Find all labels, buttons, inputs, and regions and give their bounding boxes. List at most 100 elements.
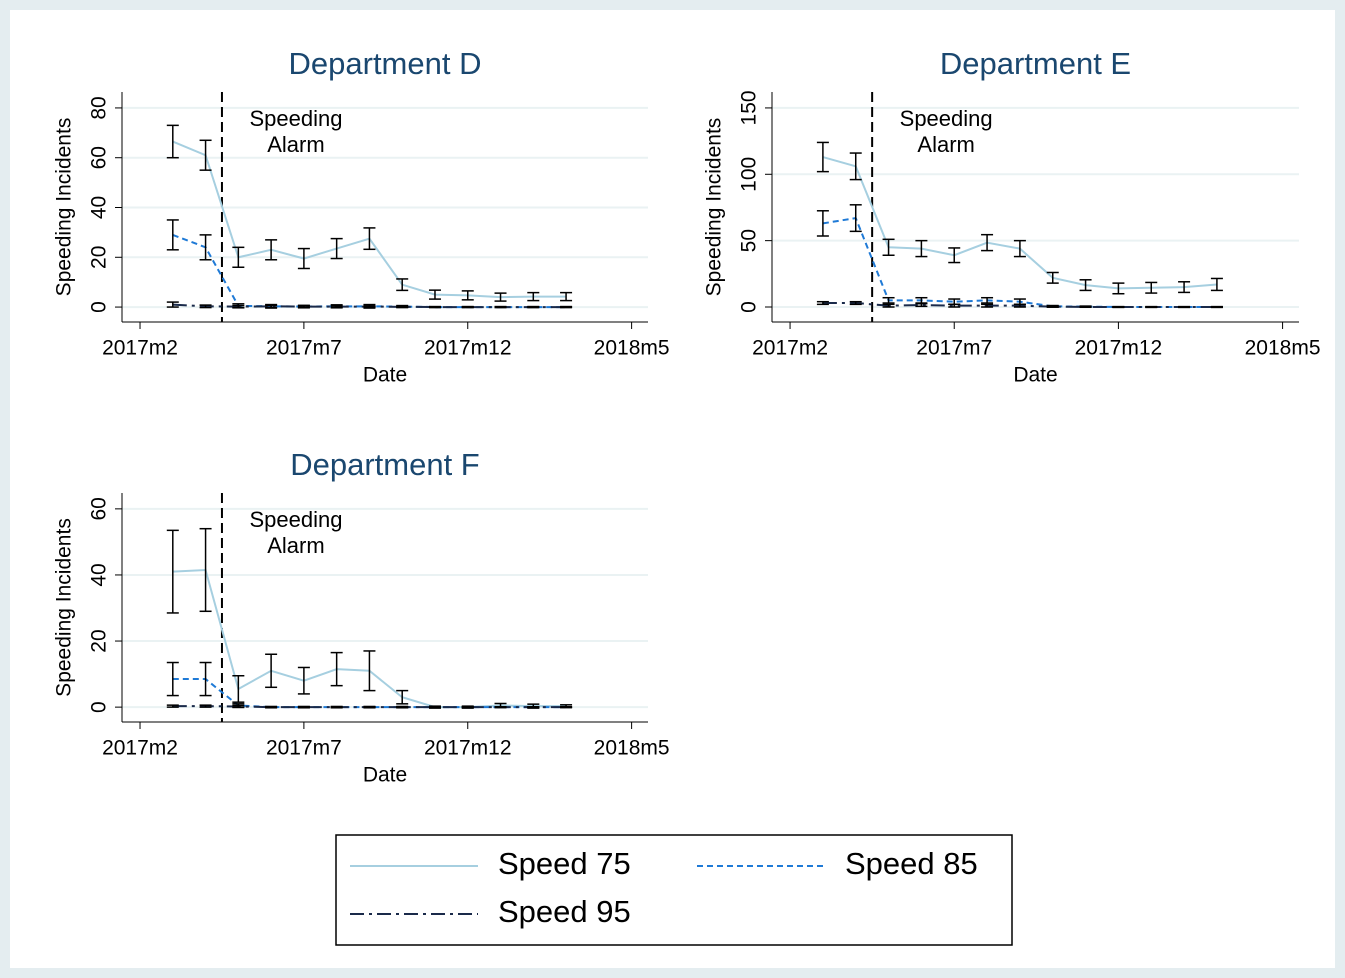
plot-region	[772, 92, 1299, 322]
error-bar	[166, 219, 179, 251]
error-bar	[816, 300, 829, 306]
x-axis-title: Date	[1013, 364, 1057, 387]
legend-label: Speed 95	[498, 894, 631, 929]
error-bar	[232, 674, 245, 703]
error-bar	[1210, 277, 1223, 292]
error-bar	[199, 661, 212, 697]
error-bar	[330, 706, 343, 709]
error-bar	[915, 302, 928, 308]
y-tick-label: 60	[88, 146, 111, 169]
chart-title: Department D	[289, 46, 482, 81]
x-tick-label: 2018m5	[1245, 337, 1321, 360]
x-axis-title: Date	[363, 364, 407, 387]
error-bar	[849, 152, 862, 181]
error-bar	[560, 291, 573, 302]
error-bar	[199, 234, 212, 261]
error-bar	[297, 706, 310, 709]
error-bar	[232, 304, 245, 309]
x-tick-label: 2018m5	[594, 337, 670, 360]
error-bar	[199, 304, 212, 309]
error-bar	[330, 305, 343, 309]
y-axis-title: Speeding Incidents	[53, 118, 76, 297]
error-bar	[1046, 271, 1059, 284]
error-bar	[882, 296, 895, 304]
error-bar	[915, 239, 928, 258]
error-bar	[1112, 282, 1125, 295]
error-bar	[527, 291, 540, 302]
error-bar	[948, 247, 961, 264]
error-bar	[232, 704, 245, 709]
error-bar	[363, 706, 376, 709]
error-bar	[428, 706, 441, 709]
error-bar	[363, 227, 376, 251]
error-bar	[1046, 305, 1059, 308]
error-bar	[166, 529, 179, 614]
error-bar	[199, 139, 212, 171]
error-bar	[1145, 281, 1158, 294]
error-bar	[981, 296, 994, 304]
error-bar	[1079, 305, 1092, 309]
error-bar	[1112, 305, 1125, 309]
error-bar	[1210, 305, 1223, 309]
error-bar	[265, 706, 278, 709]
error-bar	[1013, 239, 1026, 258]
error-bar	[494, 292, 507, 302]
error-bar	[849, 300, 862, 306]
error-bar	[560, 706, 573, 709]
error-bar	[166, 661, 179, 697]
error-bar	[297, 247, 310, 270]
legend-box	[335, 834, 1013, 946]
error-bar	[428, 289, 441, 300]
annotation: Alarm	[267, 132, 324, 157]
y-tick-label: 20	[88, 246, 111, 269]
chart-title: Department F	[290, 447, 480, 482]
error-bar	[166, 301, 179, 308]
error-bar	[363, 650, 376, 692]
error-bar	[166, 704, 179, 708]
plot-region	[122, 493, 648, 722]
y-tick-label: 50	[738, 229, 761, 252]
chart-title: Department E	[940, 46, 1131, 81]
error-bar	[330, 651, 343, 687]
error-bar	[166, 124, 179, 159]
x-tick-label: 2017m2	[752, 337, 828, 360]
error-bar	[199, 704, 212, 708]
error-bar	[981, 303, 994, 308]
error-bar	[199, 527, 212, 613]
legend-label: Speed 85	[845, 846, 978, 881]
error-bar	[527, 706, 540, 709]
y-tick-label: 100	[738, 157, 761, 192]
error-bar	[1145, 305, 1158, 309]
error-bar	[396, 278, 409, 292]
y-tick-label: 150	[738, 90, 761, 125]
x-tick-label: 2017m12	[424, 337, 512, 360]
x-tick-label: 2017m12	[424, 737, 512, 760]
x-tick-label: 2017m7	[266, 337, 342, 360]
error-bar	[461, 706, 474, 709]
x-tick-label: 2018m5	[594, 737, 670, 760]
x-axis-title: Date	[363, 764, 407, 787]
error-bar	[882, 303, 895, 308]
error-bar	[1178, 305, 1191, 309]
y-tick-label: 60	[88, 497, 111, 520]
error-bar	[330, 237, 343, 260]
error-bar	[981, 233, 994, 252]
y-tick-label: 0	[88, 701, 111, 713]
error-bar	[396, 689, 409, 705]
x-tick-label: 2017m7	[266, 737, 342, 760]
error-bar	[882, 238, 895, 256]
y-tick-label: 40	[88, 196, 111, 219]
error-bar	[849, 204, 862, 233]
error-bar	[265, 304, 278, 309]
y-axis-title: Speeding Incidents	[53, 518, 76, 697]
error-bar	[494, 706, 507, 709]
y-axis-title: Speeding Incidents	[703, 118, 726, 297]
error-bar	[948, 303, 961, 308]
annotation: Alarm	[267, 533, 324, 558]
annotation: Speeding	[249, 106, 342, 131]
error-bar	[816, 141, 829, 173]
x-tick-label: 2017m12	[1075, 337, 1163, 360]
error-bar	[265, 239, 278, 261]
